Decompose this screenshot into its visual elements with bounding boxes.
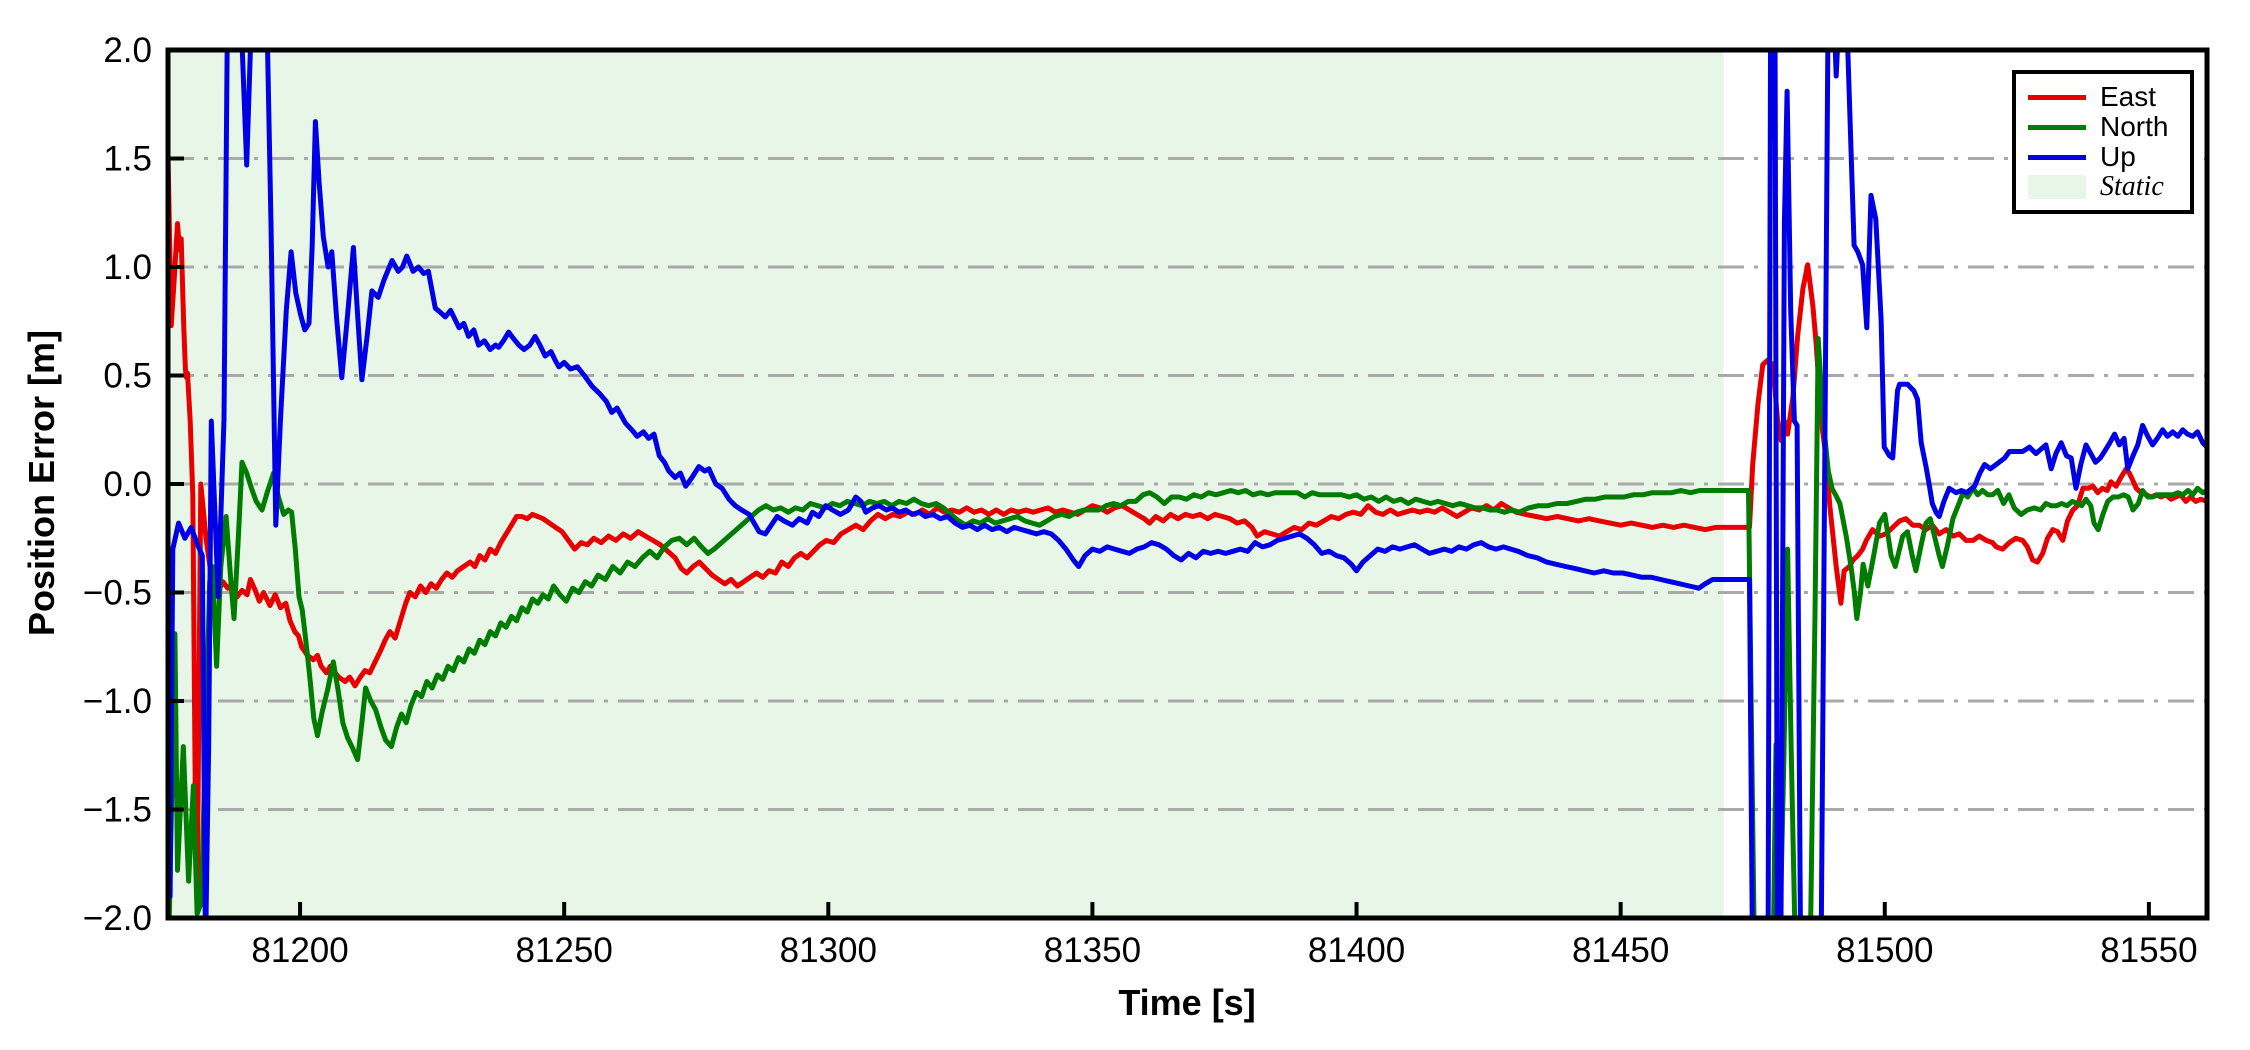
legend-swatch-east: [2028, 94, 2086, 100]
x-tick-label: 81550: [2100, 931, 2197, 970]
plot-series-group: [168, 50, 2207, 918]
y-tick-label: −1.5: [83, 791, 152, 830]
legend-label-up: Up: [2100, 141, 2136, 172]
y-tick-label: −1.0: [83, 682, 152, 721]
legend-swatch-north: [2028, 124, 2086, 130]
y-tick-label: 1.0: [103, 248, 152, 287]
x-tick-label: 81200: [251, 931, 348, 970]
y-tick-label: 2.0: [103, 31, 152, 70]
y-tick-label: 0.5: [103, 357, 152, 396]
legend: East North Up Static: [2012, 70, 2194, 214]
x-tick-label: 81400: [1308, 931, 1405, 970]
y-tick-label: 1.5: [103, 140, 152, 179]
legend-label-north: North: [2100, 111, 2169, 142]
x-tick-label: 81250: [516, 931, 613, 970]
legend-label-east: East: [2100, 81, 2157, 112]
x-tick-label: 81500: [1836, 931, 1933, 970]
legend-label-static: Static: [2100, 171, 2164, 202]
y-tick-label: −2.0: [83, 899, 152, 938]
legend-item-up: Up: [2028, 142, 2180, 172]
y-tick-label: −0.5: [83, 574, 152, 613]
legend-item-static: Static: [2028, 172, 2180, 202]
x-tick-label: 81450: [1572, 931, 1669, 970]
y-tick-label: 0.0: [103, 465, 152, 504]
y-axis-label: Position Error [m]: [21, 329, 62, 637]
series-north-line: [168, 336, 2207, 918]
legend-item-north: North: [2028, 112, 2180, 142]
x-tick-label: 81350: [1044, 931, 1141, 970]
legend-swatch-up: [2028, 154, 2086, 160]
series-up-line: [168, 50, 2207, 918]
x-tick-label: 81300: [780, 931, 877, 970]
legend-swatch-static: [2028, 175, 2086, 199]
x-axis-label: Time [s]: [1118, 982, 1256, 1023]
legend-item-east: East: [2028, 82, 2180, 112]
